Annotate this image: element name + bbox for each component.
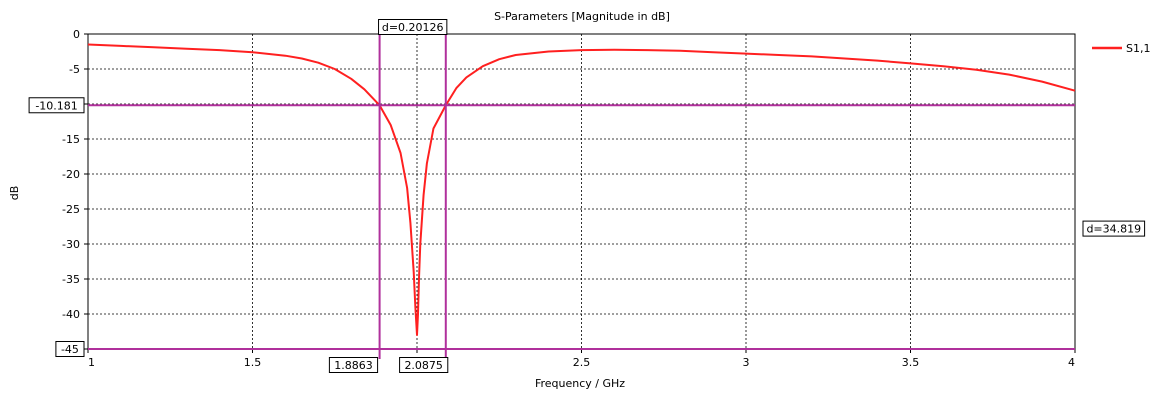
y-tick-label: -15 xyxy=(62,133,80,146)
marker-label-y-box xyxy=(55,341,85,357)
legend-label: S1,1 xyxy=(1126,42,1150,55)
marker-label-x-text: 1.8863 xyxy=(334,359,373,372)
y-tick-label: -35 xyxy=(62,273,80,286)
y-tick-label: -20 xyxy=(62,168,80,181)
delta-x-label-text: d=0.20126 xyxy=(382,21,444,34)
x-tick-label: 1.5 xyxy=(244,356,262,369)
y-tick-label: 0 xyxy=(73,28,80,41)
marker-label-y-box xyxy=(28,97,85,114)
y-tick-label: -30 xyxy=(62,238,80,251)
marker-label-x-box xyxy=(328,357,379,373)
marker-label-x-box xyxy=(399,357,449,373)
y-tick-label: -25 xyxy=(62,203,80,216)
y-tick-labels: 0-5-10-15-20-25-30-35-40-45 xyxy=(62,28,80,356)
marker-label-x: 1.8863 xyxy=(328,357,379,373)
delta-x-label: d=0.20126 xyxy=(378,19,448,35)
delta-y-label-text: d=34.819 xyxy=(1086,223,1141,236)
chart-title: S-Parameters [Magnitude in dB] xyxy=(494,10,670,23)
x-tick-label: 3 xyxy=(743,356,750,369)
x-tick-label: 2.5 xyxy=(573,356,591,369)
x-axis-label: Frequency / GHz xyxy=(535,377,625,390)
marker-label-x-text: 2.0875 xyxy=(404,359,443,372)
marker-label-y-text: -45 xyxy=(61,343,79,356)
delta-y-label-box xyxy=(1082,220,1146,237)
y-tick-label: -40 xyxy=(62,308,80,321)
legend[interactable]: S1,1 xyxy=(1092,42,1150,55)
x-tick-labels: 11.522.533.54 xyxy=(88,356,1075,369)
grid xyxy=(84,33,1076,353)
delta-y-label: d=34.819 xyxy=(1082,220,1146,237)
x-tick-label: 3.5 xyxy=(902,356,920,369)
markers: -10.181 -45 1.8863 2.0875 d=0.20126 d=34.819 xyxy=(28,19,1146,373)
marker-label-x: 2.0875 xyxy=(399,357,449,373)
series-line-s11 xyxy=(87,43,1076,336)
marker-label-y-text: -10.181 xyxy=(35,99,77,112)
y-tick-label: -5 xyxy=(69,63,80,76)
delta-x-label-box xyxy=(378,19,448,35)
curves xyxy=(87,43,1076,336)
y-axis-label: dB xyxy=(8,186,21,201)
marker-label-y: -45 xyxy=(55,341,85,357)
x-tick-label: 4 xyxy=(1068,356,1075,369)
marker-label-y: -10.181 xyxy=(28,97,85,114)
x-tick-label: 1 xyxy=(88,356,95,369)
